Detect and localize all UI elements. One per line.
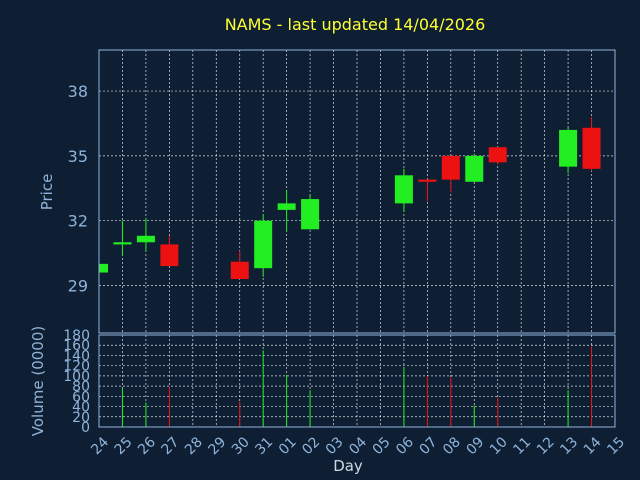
volume-grid bbox=[98, 334, 616, 428]
day-tick-label: 11 bbox=[510, 434, 534, 458]
day-tick-label: 28 bbox=[182, 434, 206, 458]
candle-body bbox=[254, 220, 273, 269]
volume-tick-label: 100 bbox=[63, 369, 90, 385]
day-tick-label: 15 bbox=[604, 434, 628, 458]
day-tick-label: 14 bbox=[581, 434, 605, 458]
day-tick-label: 06 bbox=[393, 434, 417, 458]
day-tick-label: 08 bbox=[440, 434, 464, 458]
candle-body bbox=[465, 155, 484, 182]
volume-axis-label: Volume (0000) bbox=[29, 326, 47, 436]
candle-body bbox=[582, 127, 601, 169]
day-tick-label: 29 bbox=[205, 434, 229, 458]
price-panel-frame bbox=[98, 49, 616, 334]
volume-tick-label: 80 bbox=[72, 379, 90, 395]
price-tick-label: 29 bbox=[68, 276, 88, 295]
day-tick-label: 07 bbox=[417, 434, 441, 458]
candle-body bbox=[488, 147, 507, 163]
volume-tick-label: 0 bbox=[81, 420, 90, 436]
day-tick-label: 10 bbox=[487, 434, 511, 458]
candle-body bbox=[136, 235, 155, 243]
volume-tick-label: 20 bbox=[72, 410, 90, 426]
price-tick-labels: 29 32 35 38 bbox=[68, 82, 88, 295]
volume-bars-layer bbox=[98, 346, 593, 427]
candle-body bbox=[277, 203, 296, 210]
candle-body bbox=[559, 129, 578, 167]
day-tick-label: 09 bbox=[463, 434, 487, 458]
volume-tick-label: 180 bbox=[63, 328, 90, 344]
price-axis-label: Price bbox=[38, 174, 56, 211]
chart-title: NAMS - last updated 14/04/2026 bbox=[225, 15, 486, 34]
price-tick-label: 35 bbox=[68, 147, 88, 166]
day-tick-label: 04 bbox=[346, 434, 370, 458]
day-tick-label: 03 bbox=[323, 434, 347, 458]
candle-body bbox=[230, 261, 249, 279]
day-tick-label: 26 bbox=[135, 434, 159, 458]
candle-body bbox=[441, 155, 460, 180]
volume-tick-label: 120 bbox=[63, 359, 90, 375]
candle-body bbox=[160, 244, 179, 267]
candle-body bbox=[418, 179, 437, 182]
volume-tick-label: 140 bbox=[63, 348, 90, 364]
x-axis-label: Day bbox=[333, 457, 363, 475]
day-tick-label: 30 bbox=[229, 434, 253, 458]
day-tick-label: 27 bbox=[159, 434, 183, 458]
day-tick-labels: 24 25 26 27 28 29 30 31 01 02 03 04 05 06 07 08 09 10 11 12… bbox=[88, 434, 628, 458]
price-grid bbox=[98, 50, 616, 333]
day-tick-label: 05 bbox=[370, 434, 394, 458]
volume-panel-frame bbox=[98, 334, 616, 428]
day-tick-label: 01 bbox=[276, 434, 300, 458]
day-tick-label: 24 bbox=[88, 434, 112, 458]
volume-tick-label: 40 bbox=[72, 400, 90, 416]
candle-body bbox=[113, 242, 132, 245]
candle-body bbox=[394, 175, 413, 204]
day-tick-label: 12 bbox=[534, 434, 558, 458]
candle-body bbox=[301, 199, 320, 230]
candles-layer bbox=[98, 116, 601, 279]
price-tick-label: 32 bbox=[68, 212, 88, 231]
candle-body bbox=[99, 263, 108, 273]
price-tick-label: 38 bbox=[68, 82, 88, 101]
day-tick-label: 02 bbox=[299, 434, 323, 458]
volume-tick-label: 60 bbox=[72, 389, 90, 405]
day-tick-label: 31 bbox=[252, 434, 276, 458]
day-tick-label: 13 bbox=[557, 434, 581, 458]
day-tick-label: 25 bbox=[112, 434, 136, 458]
volume-tick-label: 160 bbox=[63, 338, 90, 354]
